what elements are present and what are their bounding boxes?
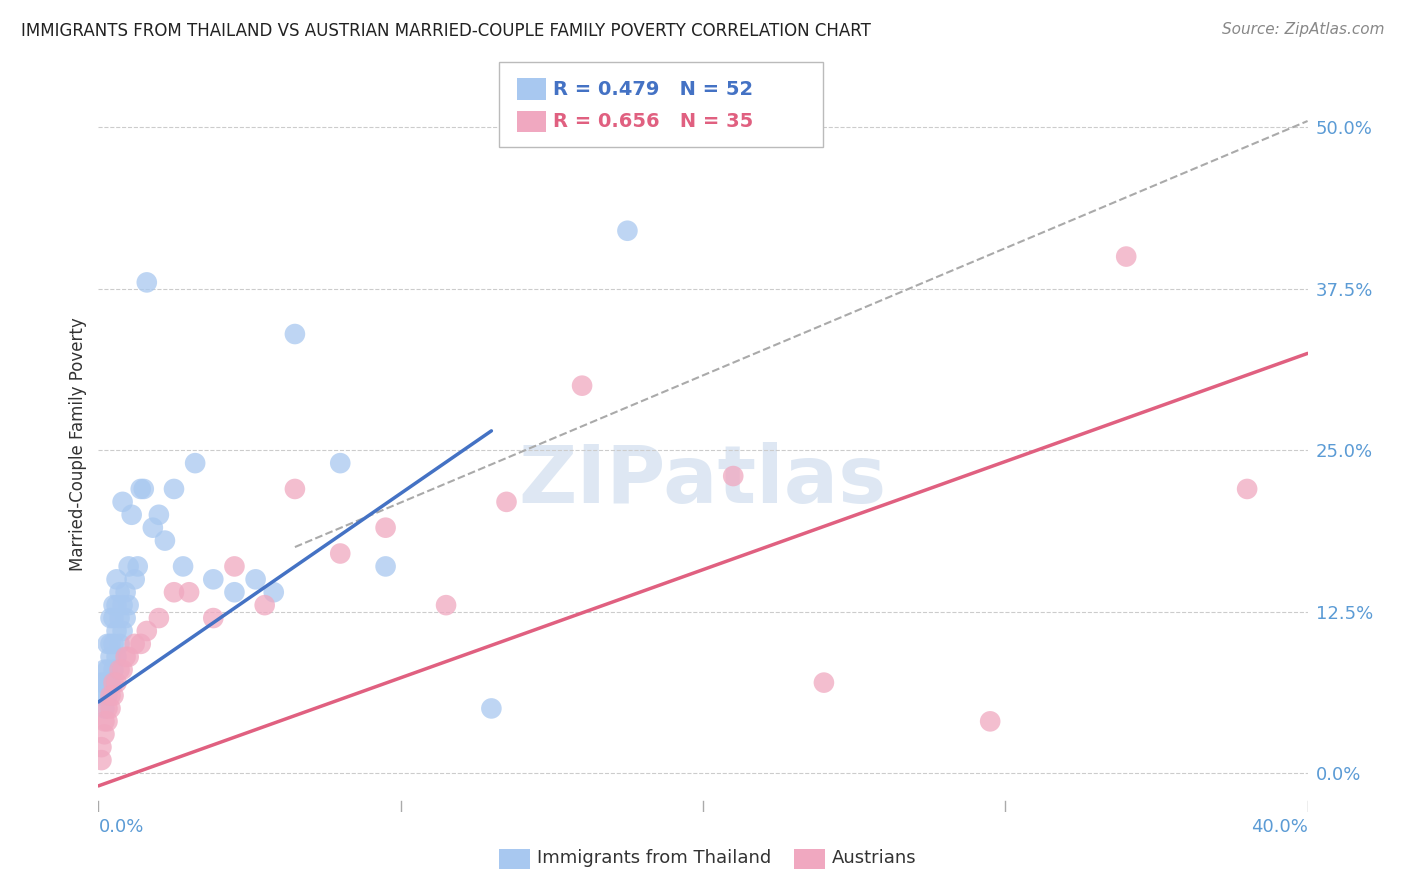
Point: [96, 701, 118, 715]
Point: [813, 675, 835, 690]
Point: [132, 482, 155, 496]
Point: [108, 637, 131, 651]
Point: [105, 624, 128, 638]
Text: Immigrants from Thailand: Immigrants from Thailand: [537, 849, 772, 867]
Point: [96, 675, 118, 690]
Point: [114, 585, 136, 599]
Point: [124, 572, 146, 586]
Point: [284, 482, 307, 496]
Point: [245, 572, 267, 586]
Text: Austrians: Austrians: [832, 849, 917, 867]
Point: [96, 637, 118, 651]
Point: [105, 675, 128, 690]
Point: [100, 675, 122, 690]
Point: [172, 559, 194, 574]
Point: [90, 675, 112, 690]
Point: [103, 663, 125, 677]
Text: Source: ZipAtlas.com: Source: ZipAtlas.com: [1222, 22, 1385, 37]
Point: [329, 547, 352, 561]
Point: [148, 508, 170, 522]
Point: [100, 649, 122, 664]
Point: [571, 378, 593, 392]
Point: [103, 598, 125, 612]
Point: [329, 456, 352, 470]
Point: [100, 637, 122, 651]
Point: [90, 740, 112, 755]
Point: [202, 572, 225, 586]
Point: [163, 482, 186, 496]
Point: [124, 637, 146, 651]
Point: [284, 326, 307, 341]
Point: [105, 649, 128, 664]
Point: [253, 598, 276, 612]
Text: ZIPatlas: ZIPatlas: [519, 442, 887, 519]
Point: [723, 469, 745, 483]
Point: [979, 714, 1001, 729]
Point: [93, 727, 115, 741]
Point: [202, 611, 225, 625]
Point: [148, 611, 170, 625]
Point: [96, 663, 118, 677]
Text: IMMIGRANTS FROM THAILAND VS AUSTRIAN MARRIED-COUPLE FAMILY POVERTY CORRELATION C: IMMIGRANTS FROM THAILAND VS AUSTRIAN MAR…: [21, 22, 870, 40]
Point: [100, 689, 122, 703]
Y-axis label: Married-Couple Family Poverty: Married-Couple Family Poverty: [69, 317, 87, 571]
Point: [90, 689, 112, 703]
Point: [105, 598, 128, 612]
Point: [121, 508, 143, 522]
Point: [163, 585, 186, 599]
Point: [93, 714, 115, 729]
Point: [434, 598, 457, 612]
Point: [103, 689, 125, 703]
Point: [495, 495, 517, 509]
Point: [127, 559, 149, 574]
Point: [96, 714, 118, 729]
Point: [129, 637, 152, 651]
Point: [374, 521, 396, 535]
Point: [103, 637, 125, 651]
Point: [118, 559, 141, 574]
Point: [118, 598, 141, 612]
Point: [179, 585, 201, 599]
Point: [374, 559, 396, 574]
Point: [118, 649, 141, 664]
Text: 40.0%: 40.0%: [1251, 818, 1308, 836]
Point: [100, 611, 122, 625]
Point: [481, 701, 503, 715]
Point: [135, 624, 157, 638]
Point: [103, 675, 125, 690]
Point: [616, 224, 638, 238]
Point: [224, 585, 246, 599]
Point: [93, 701, 115, 715]
Point: [153, 533, 176, 548]
Point: [100, 701, 122, 715]
Point: [135, 276, 157, 290]
Point: [111, 495, 134, 509]
Point: [108, 663, 131, 677]
Text: R = 0.479   N = 52: R = 0.479 N = 52: [553, 79, 752, 99]
Point: [111, 624, 134, 638]
Point: [129, 482, 152, 496]
Point: [142, 521, 165, 535]
Point: [114, 611, 136, 625]
Point: [114, 649, 136, 664]
Point: [93, 675, 115, 690]
Point: [1115, 250, 1137, 264]
Point: [184, 456, 207, 470]
Point: [108, 585, 131, 599]
Point: [93, 663, 115, 677]
Point: [111, 598, 134, 612]
Point: [96, 689, 118, 703]
Point: [263, 585, 285, 599]
Point: [224, 559, 246, 574]
Point: [111, 663, 134, 677]
Text: R = 0.656   N = 35: R = 0.656 N = 35: [553, 112, 752, 131]
Text: 0.0%: 0.0%: [98, 818, 143, 836]
Point: [108, 611, 131, 625]
Point: [105, 572, 128, 586]
Point: [103, 611, 125, 625]
Point: [1236, 482, 1258, 496]
Point: [90, 753, 112, 767]
